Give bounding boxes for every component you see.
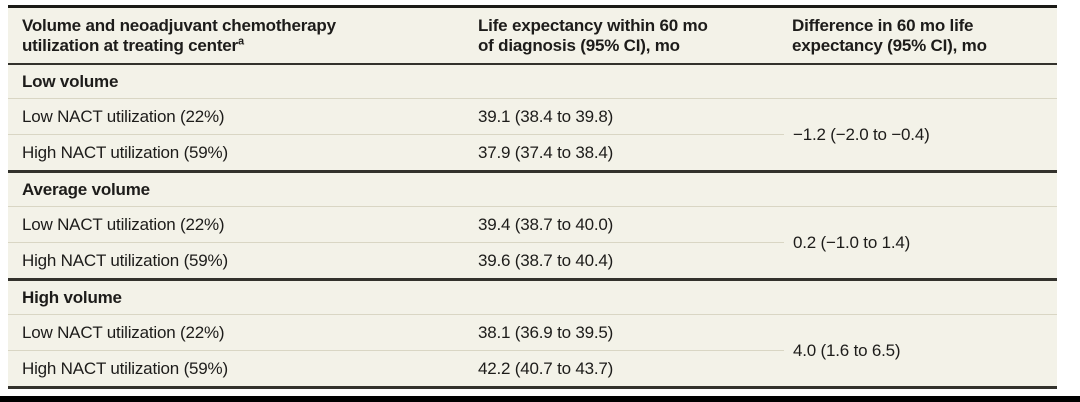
outcomes-table: Volume and neoadjuvant chemotherapy util… [8, 5, 1057, 389]
section-title-row: High volume [8, 278, 1057, 315]
bottom-black-bar [0, 396, 1080, 402]
life-expectancy-value: 38.1 (36.9 to 39.5) [470, 314, 784, 351]
col-header-line-text: utilization at treating center [22, 36, 238, 55]
footnote-marker: a [237, 35, 244, 48]
life-expectancy-value: 39.1 (38.4 to 39.8) [470, 98, 784, 135]
row-label: High NACT utilization (59%) [8, 134, 470, 172]
difference-value: 0.2 (−1.0 to 1.4) [784, 206, 1057, 280]
col-header-line: of diagnosis (95% CI), mo [478, 36, 680, 55]
section-average-volume: Average volume Low NACT utilization (22%… [8, 170, 1057, 280]
col-header-line: Volume and neoadjuvant chemotherapy [22, 16, 336, 35]
col-header-line: Life expectancy within 60 mo [478, 16, 708, 35]
difference-value: −1.2 (−2.0 to −0.4) [784, 98, 1057, 172]
life-expectancy-value: 39.4 (38.7 to 40.0) [470, 206, 784, 243]
table-row: High NACT utilization (59%) 37.9 (37.4 t… [8, 134, 1057, 172]
col-header-volume-nact: Volume and neoadjuvant chemotherapy util… [8, 6, 470, 65]
section-low-volume: Low volume Low NACT utilization (22%) 39… [8, 64, 1057, 172]
section-title: Average volume [8, 170, 1057, 207]
col-header-line: expectancy (95% CI), mo [792, 36, 987, 55]
header-row: Volume and neoadjuvant chemotherapy util… [8, 6, 1057, 65]
col-header-difference: Difference in 60 mo life expectancy (95%… [784, 6, 1057, 65]
table-row: High NACT utilization (59%) 42.2 (40.7 t… [8, 350, 1057, 388]
row-label: Low NACT utilization (22%) [8, 98, 470, 135]
section-title-row: Average volume [8, 170, 1057, 207]
row-label: High NACT utilization (59%) [8, 242, 470, 280]
section-high-volume: High volume Low NACT utilization (22%) 3… [8, 278, 1057, 388]
difference-value: 4.0 (1.6 to 6.5) [784, 314, 1057, 388]
col-header-line: Difference in 60 mo life [792, 16, 974, 35]
section-title: High volume [8, 278, 1057, 315]
col-header-line: utilization at treating centera [22, 36, 464, 56]
row-label: High NACT utilization (59%) [8, 350, 470, 388]
section-title-row: Low volume [8, 64, 1057, 99]
section-title: Low volume [22, 72, 119, 91]
life-expectancy-value: 42.2 (40.7 to 43.7) [470, 350, 784, 388]
table-row: Low NACT utilization (22%) 39.4 (38.7 to… [8, 206, 1057, 280]
row-label: Low NACT utilization (22%) [8, 206, 470, 243]
row-label: Low NACT utilization (22%) [8, 314, 470, 351]
col-header-life-expectancy: Life expectancy within 60 mo of diagnosi… [470, 6, 784, 65]
table-row: High NACT utilization (59%) 39.6 (38.7 t… [8, 242, 1057, 280]
table-row: Low NACT utilization (22%) 39.1 (38.4 to… [8, 98, 1057, 172]
life-expectancy-value: 37.9 (37.4 to 38.4) [470, 134, 784, 172]
table-row: Low NACT utilization (22%) 38.1 (36.9 to… [8, 314, 1057, 388]
life-expectancy-value: 39.6 (38.7 to 40.4) [470, 242, 784, 280]
